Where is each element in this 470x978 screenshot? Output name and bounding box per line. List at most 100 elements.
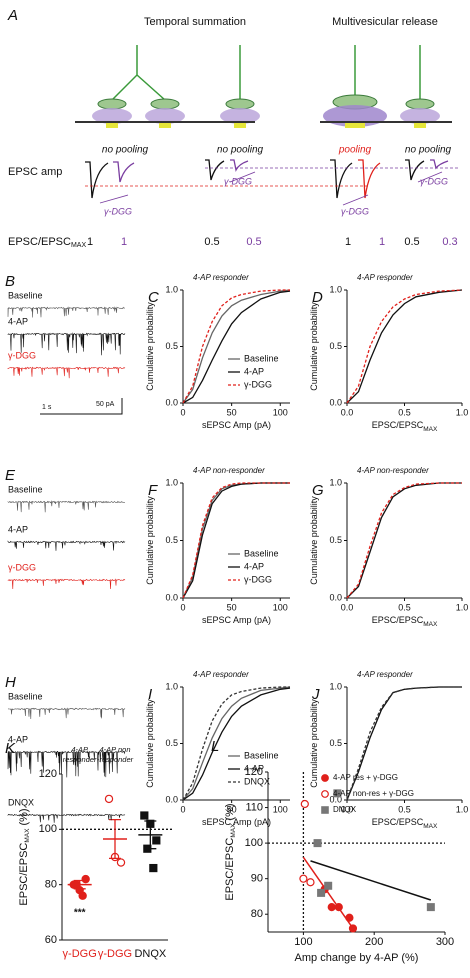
point xyxy=(345,913,354,922)
x-tick-label: 200 xyxy=(365,936,383,948)
cdf-line xyxy=(182,686,291,801)
x-tick-label: 0.0 xyxy=(341,602,354,612)
ratio: 1 xyxy=(121,236,127,248)
axis-label-text: Cumulative probability xyxy=(309,302,319,391)
glutamate-cloud xyxy=(400,108,440,124)
epsc xyxy=(330,159,353,199)
epsc xyxy=(85,161,109,199)
recording-trace xyxy=(7,578,126,590)
x-tick-label: 50 xyxy=(227,804,237,814)
cdf-line xyxy=(182,687,291,801)
cdf-line xyxy=(346,686,462,801)
cdf-line xyxy=(346,482,462,599)
axis-label-text: EPSC/EPSC xyxy=(372,817,424,827)
axis-label: Cumulative probability xyxy=(309,699,319,788)
panel-a: A Temporal summation Multivesicular rele… xyxy=(7,7,460,249)
axis-label-sub: MAX xyxy=(423,823,438,830)
legend-label: 4-AP xyxy=(244,561,264,571)
point xyxy=(321,806,329,814)
recording-trace xyxy=(7,366,126,379)
axis-label: Cumulative probability xyxy=(309,496,319,585)
cdf-line xyxy=(182,290,291,404)
pooling-label: pooling xyxy=(338,145,372,156)
panel-letter: H xyxy=(5,674,16,691)
legend-label: DNQX xyxy=(333,805,357,814)
legend-label: γ-DGG xyxy=(244,379,272,389)
axis-label: Cumulative probability xyxy=(145,496,155,585)
y-tick-label: 1.0 xyxy=(165,681,178,691)
axis-label: Cumulative probability xyxy=(145,302,155,391)
arrow xyxy=(99,171,443,206)
y-tick-label: 0.5 xyxy=(329,738,342,748)
axis-label: Cumulative probability xyxy=(145,699,155,788)
y-tick-label: 0.5 xyxy=(165,738,178,748)
axis-label: EPSC/EPSCMAX xyxy=(372,420,438,433)
epsc xyxy=(205,159,225,181)
point xyxy=(140,811,149,820)
receptor xyxy=(106,123,118,128)
x-tick-label: 0 xyxy=(180,602,185,612)
point xyxy=(324,881,333,890)
dgg-label: γ-DGG xyxy=(341,206,369,216)
point xyxy=(321,774,329,782)
axis-label: Cumulative probability xyxy=(309,302,319,391)
x-tick-label: 0.5 xyxy=(398,602,411,612)
trace-label: 4-AP xyxy=(8,524,28,534)
terminal xyxy=(150,98,180,110)
epsc xyxy=(230,159,249,172)
annotation: 4-AP responder xyxy=(357,670,413,679)
receptor xyxy=(234,123,246,128)
legend-label: γ-DGG xyxy=(244,574,272,584)
axis-label-text: sEPSC Amp (pA) xyxy=(202,817,271,827)
ratio: 1 xyxy=(345,236,351,248)
pooling-label: no pooling xyxy=(217,145,264,156)
point xyxy=(313,839,322,848)
error-bar xyxy=(73,879,86,890)
y-tick-label: 100 xyxy=(39,823,57,835)
y-tick-label: 0.0 xyxy=(329,397,342,407)
cdf-line xyxy=(346,686,462,801)
legend-label: Baseline xyxy=(244,750,279,760)
recording-trace xyxy=(7,750,126,778)
axis-label-text: EPSC/EPSC xyxy=(372,615,424,625)
epsc-traces xyxy=(85,159,460,206)
x-tick-label: 0.5 xyxy=(398,407,411,417)
point xyxy=(306,878,315,887)
row-label-sub: MAX xyxy=(71,242,87,249)
axis-label: sEPSC Amp (pA) xyxy=(202,817,271,827)
cdf-line xyxy=(182,289,291,404)
dgg-label: γ-DGG xyxy=(420,176,448,186)
cdf-line xyxy=(182,482,290,599)
annotation: 4-AP non-responder xyxy=(357,466,429,475)
y-tick-label: 100 xyxy=(245,837,263,849)
row-label: EPSC/EPSCMAX xyxy=(8,236,86,249)
axons xyxy=(111,45,421,101)
legend-label: Baseline xyxy=(244,353,279,363)
axis-label-text: Cumulative probability xyxy=(309,699,319,788)
x-tick-label: γ-DGG xyxy=(98,948,132,960)
cdf-line xyxy=(346,289,463,404)
panel-letter: I xyxy=(148,686,152,703)
significance: *** xyxy=(74,907,86,918)
terminal xyxy=(225,98,255,110)
y-tick-label: 0.0 xyxy=(165,592,178,602)
terminal xyxy=(405,98,435,110)
group-annotation: 4-AP xyxy=(71,745,88,754)
x-tick-label: 1.0 xyxy=(456,804,469,814)
legend-label: 4-AP xyxy=(244,763,264,773)
ratio: 0.3 xyxy=(442,236,457,248)
axis-label: EPSC/EPSCMAX (%) xyxy=(224,803,237,900)
panel-letter: B xyxy=(5,273,15,290)
x-tick-label: 0 xyxy=(180,804,185,814)
trace-label: Baseline xyxy=(8,484,43,494)
axon xyxy=(111,45,166,101)
y-tick-label: 1.0 xyxy=(165,284,178,294)
panel-letter: C xyxy=(148,289,159,306)
fit-line xyxy=(302,856,354,929)
axis-label: EPSC/EPSCMAX (%) xyxy=(18,808,31,905)
y-tick-label: 0.0 xyxy=(165,397,178,407)
trace-label: γ-DGG xyxy=(8,562,36,572)
axis-label: sEPSC Amp (pA) xyxy=(202,420,271,430)
ratio: 1 xyxy=(379,236,385,248)
